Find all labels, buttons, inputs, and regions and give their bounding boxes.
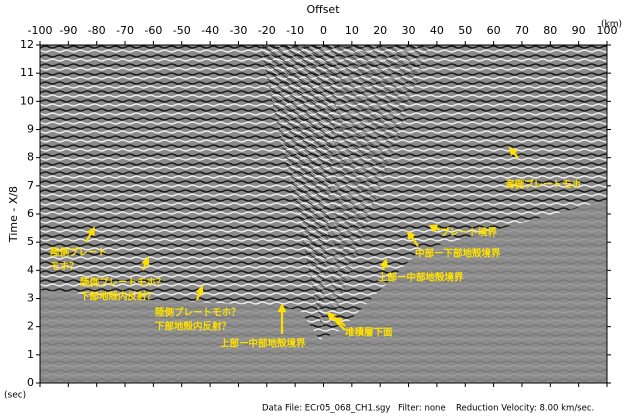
y-tick-label: 12 <box>20 38 34 51</box>
annotation: 陸側プレートモホ？ <box>80 277 166 289</box>
annotation: 下部地殻内反射？ <box>80 291 156 303</box>
y-tick-label: 10 <box>20 94 34 107</box>
x-tick-label: -100 <box>28 24 53 37</box>
y-tick-label: 0 <box>27 376 34 389</box>
x-tick-label: -40 <box>201 24 219 37</box>
annotation: 陸側プレート <box>50 247 107 259</box>
x-tick-label: 10 <box>345 24 359 37</box>
x-tick-label: 50 <box>458 24 472 37</box>
x-tick-label: 20 <box>373 24 387 37</box>
footer-filter: Filter: none <box>398 404 446 414</box>
x-tick-label: 0 <box>320 24 327 37</box>
annotation: 海側プレートモホ <box>505 179 582 191</box>
y-tick-label: 6 <box>27 207 34 220</box>
y-tick-label: 5 <box>27 235 34 248</box>
annotation: 下部地殻内反射？ <box>155 321 231 333</box>
y-tick-label: 9 <box>27 123 34 136</box>
annotation: モホ？ <box>50 262 79 273</box>
plot-area <box>40 45 607 383</box>
x-tick-label: -60 <box>144 24 162 37</box>
x-tick-label: -20 <box>258 24 276 37</box>
x-tick-label: 70 <box>515 24 529 37</box>
x-tick-label: -80 <box>88 24 106 37</box>
x-tick-label: 60 <box>487 24 501 37</box>
y-tick-label: 4 <box>27 263 34 276</box>
x-tick-label: -10 <box>286 24 304 37</box>
annotation: 中部ー下部地殻境界 <box>415 248 501 260</box>
x-tick-label: 40 <box>430 24 444 37</box>
annotation: 上部ー中部地殻境界 <box>220 338 306 350</box>
x-tick-label: 30 <box>402 24 416 37</box>
x-axis-title: Offset <box>306 3 340 16</box>
y-tick-label: 1 <box>27 348 34 361</box>
y-tick-label: 3 <box>27 292 34 305</box>
footer-velocity: Reduction Velocity: 8.00 km/sec. <box>456 404 594 414</box>
y-tick-label: 2 <box>27 320 34 333</box>
y-tick-label: 7 <box>27 179 34 192</box>
x-tick-label: 90 <box>572 24 586 37</box>
x-tick-label: -30 <box>229 24 247 37</box>
x-tick-label: -50 <box>173 24 191 37</box>
x-tick-label: 80 <box>543 24 557 37</box>
annotation: 堆積層下面 <box>345 327 393 339</box>
y-tick-label: 11 <box>20 66 34 79</box>
y-unit: (sec) <box>4 391 26 401</box>
chart: Offset (km) Time - X/8 (sec) Data File: … <box>0 0 624 416</box>
annotation: プレート境界 <box>440 227 498 239</box>
annotation: 陸側プレートモホ？ <box>155 307 241 319</box>
x-tick-label: 100 <box>597 24 618 37</box>
x-tick-label: -90 <box>59 24 77 37</box>
x-tick-label: -70 <box>116 24 134 37</box>
annotation: 上部ー中部地殻境界 <box>378 272 464 284</box>
y-axis-title: Time - X/8 <box>7 186 20 243</box>
footer-file: Data File: ECr05_068_CH1.sgy <box>262 404 390 414</box>
y-tick-label: 8 <box>27 151 34 164</box>
